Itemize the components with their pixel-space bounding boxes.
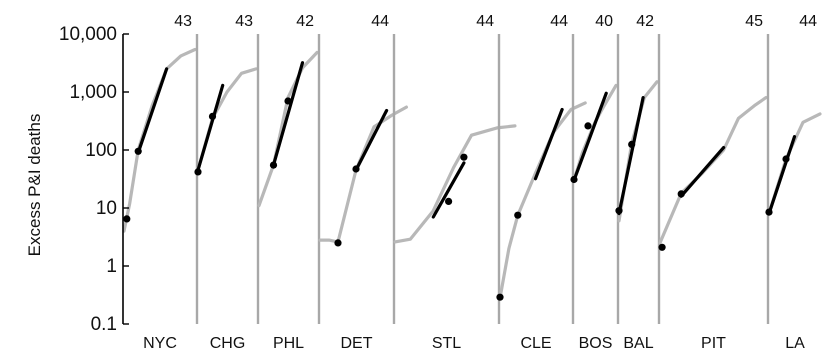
panel-nyc: 43 NYC [122, 13, 199, 352]
city-label-det: DET [341, 335, 373, 352]
epidemic-curve-la [767, 112, 822, 216]
y-tick-label-1: 0.1 [91, 314, 117, 335]
week-label-pit: 45 [745, 13, 763, 30]
y-axis-title: Excess P&I deaths [25, 114, 44, 257]
epidemic-curve-stl [393, 124, 517, 244]
fit-line-la [767, 135, 797, 216]
epidemic-curve-nyc [122, 47, 197, 233]
data-point-chg-2 [208, 112, 217, 120]
y-tick-label-2: 1 [106, 256, 117, 277]
fit-line-stl [431, 161, 466, 219]
city-label-bos: BOS [579, 335, 613, 352]
week-label-bal: 42 [636, 13, 654, 30]
y-tick-label-5: 1,000 [69, 82, 117, 103]
data-point-nyc-2 [134, 147, 142, 155]
city-label-stl: STL [432, 335, 461, 352]
city-label-nyc: NYC [143, 335, 177, 352]
data-point-bal-1 [615, 207, 623, 215]
week-label-cle: 44 [550, 13, 568, 30]
week-label-bos: 40 [595, 13, 613, 30]
data-point-pit-1 [658, 243, 666, 251]
data-point-cle-1 [496, 293, 504, 301]
week-label-stl: 44 [476, 13, 494, 30]
data-point-bos-2 [584, 122, 592, 130]
panel-bos: 40 BOS [570, 13, 620, 352]
fit-line-nyc [136, 67, 169, 155]
week-label-det: 44 [371, 13, 389, 30]
week-label-phl: 42 [296, 13, 314, 30]
data-point-la-1 [765, 208, 773, 216]
data-point-cle-2 [514, 211, 522, 219]
week-label-la: 44 [799, 13, 817, 30]
data-point-chg-1 [194, 168, 202, 176]
panel-stl: 44 STL [393, 13, 517, 352]
fit-line-det [354, 108, 389, 172]
data-point-nyc-1 [123, 215, 131, 223]
y-axis: 0.1 1 10 100 1,000 10,000 [59, 24, 129, 335]
epidemic-curve-bal [617, 80, 659, 223]
panel-layer: 43 NYC 43 CHG 42 PHL 44 DET 44 STL 44 CLE 40 BOS 42 BAL… [122, 13, 822, 352]
city-label-chg: CHG [210, 335, 246, 352]
y-tick-label-4: 100 [85, 140, 117, 161]
y-tick-label-6: 10,000 [59, 24, 117, 45]
epidemic-curve-chg [196, 67, 258, 172]
panel-pit: 45 PIT [658, 13, 770, 352]
data-point-stl-1 [445, 197, 453, 205]
data-point-pit-2 [677, 190, 685, 198]
panel-phl: 42 PHL [257, 13, 321, 352]
city-label-cle: CLE [520, 335, 551, 352]
city-label-phl: PHL [273, 335, 304, 352]
data-point-det-2 [352, 165, 360, 173]
city-label-pit: PIT [701, 335, 726, 352]
fit-line-bos [572, 91, 608, 182]
panel-det: 44 DET [318, 13, 408, 352]
city-label-la: LA [785, 335, 805, 352]
data-point-phl-1 [269, 161, 278, 169]
week-label-nyc: 43 [174, 13, 192, 30]
panel-chg: 43 CHG [194, 13, 260, 352]
week-label-chg: 43 [235, 13, 253, 30]
data-point-bos-1 [570, 175, 578, 184]
fit-line-cle [533, 107, 564, 181]
epidemic-curve-cle [498, 101, 587, 300]
panel-cle: 44 CLE [496, 13, 587, 352]
epidemic-curve-phl [257, 50, 319, 208]
data-point-bal-2 [628, 140, 636, 148]
epidemic-curve-pit [658, 96, 768, 245]
y-tick-label-3: 10 [96, 198, 117, 219]
fit-line-pit [679, 146, 726, 198]
data-point-phl-2 [284, 97, 292, 105]
fit-line-chg [196, 83, 225, 172]
panel-bal: 42 BAL [615, 13, 661, 352]
city-label-bal: BAL [623, 335, 653, 352]
data-point-stl-2 [460, 153, 468, 161]
data-point-la-2 [782, 155, 790, 163]
fit-line-bal [617, 95, 645, 216]
data-point-det-1 [334, 239, 342, 247]
fit-line-phl [271, 61, 305, 167]
panel-la: 44 LA [765, 13, 822, 352]
